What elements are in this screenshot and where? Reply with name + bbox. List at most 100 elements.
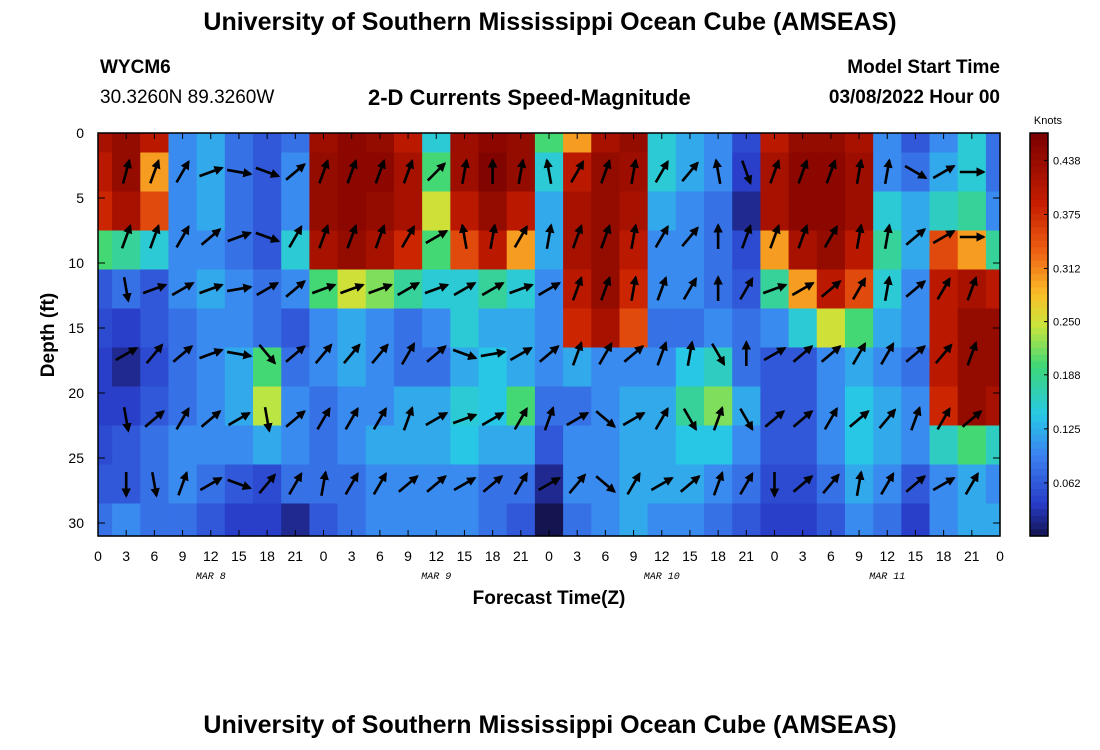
heatmap-cell [337,191,367,232]
current-vector [516,158,527,185]
colorbar-step [1030,206,1048,215]
colorbar-step [1030,139,1048,148]
current-vector [904,164,928,180]
heatmap-cell [647,191,677,232]
heatmap-cell [985,347,1001,388]
current-vector [513,406,528,431]
heatmap-cell [253,425,282,466]
heatmap-cell [281,308,311,349]
y-tick-label: 20 [68,385,84,401]
current-vector [545,223,555,250]
current-vector [149,158,161,184]
current-vector [656,275,668,301]
colorbar-step [1030,153,1048,161]
current-vector [880,471,895,496]
current-vector [452,413,478,425]
heatmap-cell [534,191,564,232]
current-vector [149,223,161,249]
current-vector [175,159,190,184]
current-vector [878,408,897,430]
x-tick-label: 3 [348,548,356,564]
heatmap-cell [844,133,874,154]
colorbar-step [1030,341,1048,349]
heatmap-cell [506,425,536,466]
heatmap-cell [985,425,1001,466]
y-tick-label: 10 [68,255,84,271]
current-vector [792,410,814,428]
heatmap-cell [168,308,198,349]
heatmap-cell [985,230,1001,271]
day-label: MAR 8 [196,572,226,583]
current-vector [285,280,306,298]
current-vector [256,281,280,297]
heatmap-cell [112,308,141,349]
heatmap-cell [422,425,451,466]
colorbar-step [1030,314,1048,322]
y-axis-label: Depth (ft) [38,293,59,377]
current-vector [905,280,927,298]
x-tick-label: 9 [855,548,863,564]
colorbar-step [1030,522,1048,530]
heatmap-cell [98,269,113,310]
heatmap-cell [929,425,959,466]
current-vector [543,158,553,185]
current-vector [739,407,754,432]
colorbar-tick-label: 0.438 [1053,155,1081,167]
current-vector [600,223,612,249]
current-vector [629,275,639,302]
heatmap-cell [647,425,677,466]
y-tick-label: 15 [68,320,84,336]
heatmap-cell [365,425,395,466]
current-vector [480,348,507,358]
heatmap-cell [760,425,790,466]
heatmap-cell [816,191,846,232]
heatmap-cell [98,230,113,271]
heatmap-cell [675,425,705,466]
current-vector [397,281,421,297]
heatmap-cell [98,347,113,388]
colorbar-step [1030,220,1048,228]
current-vector [288,224,303,249]
y-tick-label: 25 [68,450,84,466]
heatmap-cell [112,191,141,232]
colorbar-step [1030,166,1048,174]
heatmap-cell [901,425,931,466]
current-vector [226,283,253,293]
heatmap-cell [365,308,395,349]
current-vector [622,411,646,427]
colorbar-tick-label: 0.188 [1053,370,1081,382]
colorbar-step [1030,213,1048,221]
heatmap-cell [224,425,254,466]
current-vector [883,158,893,185]
y-tick-label: 0 [76,125,84,141]
colorbar-step [1030,334,1048,342]
current-vector [654,159,669,184]
x-tick-label: 6 [376,548,384,564]
heatmap-cell [337,308,367,349]
colorbar-tick-label: 0.312 [1053,263,1081,275]
colorbar-step [1030,388,1048,396]
colorbar-step [1030,274,1048,282]
x-tick-label: 15 [457,548,473,564]
current-vector [513,224,528,249]
current-vector [344,406,359,431]
heatmap-cell [281,191,311,232]
current-vector [769,223,781,249]
colorbar-step [1030,300,1048,309]
x-tick-label: 15 [682,548,698,564]
heatmap-cell [224,308,254,349]
heatmap-cell [873,191,902,232]
heatmap-cell [675,191,705,232]
heatmap-cell [253,308,282,349]
colorbar-step [1030,361,1048,369]
current-vector [339,283,365,295]
footer-title: University of Southern Mississippi Ocean… [203,711,897,739]
heatmap-cell [901,133,931,154]
heatmap-cell [788,308,818,349]
heatmap-cell [196,133,226,154]
heatmap-cell [534,425,564,466]
current-vector [825,158,837,184]
colorbar-unit: Knots [1034,115,1063,127]
heatmap-cell [422,133,451,154]
heatmap-cell [506,191,536,232]
